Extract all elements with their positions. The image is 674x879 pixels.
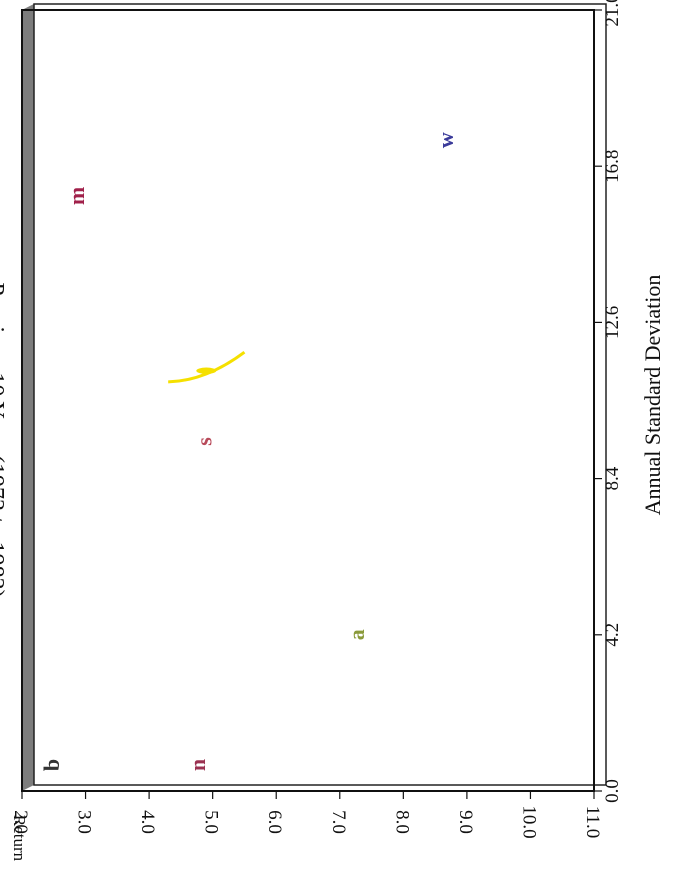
y-tick-label-5: 7.0 bbox=[328, 810, 349, 834]
points-layer: w m s a n b bbox=[39, 132, 458, 771]
efficient-frontier-bulge bbox=[196, 367, 217, 374]
x-tick-label-1: 4.2 bbox=[602, 623, 623, 647]
x-tick-label-2: 8.4 bbox=[602, 466, 623, 490]
x-axis-label: Annual Standard Deviation bbox=[640, 275, 665, 516]
chart-title: Previous 10 Years(1972 to 1982) bbox=[0, 282, 8, 597]
point-m: m bbox=[64, 187, 89, 205]
y-tick-label-1: 3.0 bbox=[74, 810, 95, 834]
y-axis-label: Return bbox=[10, 815, 29, 862]
y-tick-label-6: 8.0 bbox=[391, 810, 412, 834]
y-tick-label-9: 11.0 bbox=[582, 806, 603, 839]
y-tick-label-0: 2.0 bbox=[10, 810, 31, 834]
point-n: n bbox=[185, 759, 210, 771]
yellow-curve-layer bbox=[168, 350, 246, 384]
frame-shadow-left bbox=[22, 4, 34, 791]
x-axis: 0.0 4.2 8.4 12.6 16.8 21.0 bbox=[593, 0, 623, 803]
point-a: a bbox=[344, 629, 369, 640]
x-tick-label-3: 12.6 bbox=[602, 306, 623, 339]
y-tick-label-3: 5.0 bbox=[201, 810, 222, 834]
point-s: s bbox=[191, 437, 216, 446]
point-w: w bbox=[433, 132, 458, 148]
x-tick-label-5: 21.0 bbox=[602, 0, 623, 27]
y-tick-label-8: 10.0 bbox=[518, 805, 539, 838]
plot-area bbox=[33, 3, 607, 786]
y-tick-label-4: 6.0 bbox=[264, 810, 285, 834]
y-tick-label-2: 4.0 bbox=[137, 810, 158, 834]
x-tick-label-4: 16.8 bbox=[602, 150, 623, 183]
y-axis: 2.0 3.0 4.0 5.0 6.0 7.0 8.0 9.0 10.0 11.0 bbox=[10, 790, 603, 839]
y-tick-label-7: 9.0 bbox=[455, 810, 476, 834]
point-b: b bbox=[39, 759, 64, 771]
x-tick-label-0: 0.0 bbox=[602, 779, 623, 803]
